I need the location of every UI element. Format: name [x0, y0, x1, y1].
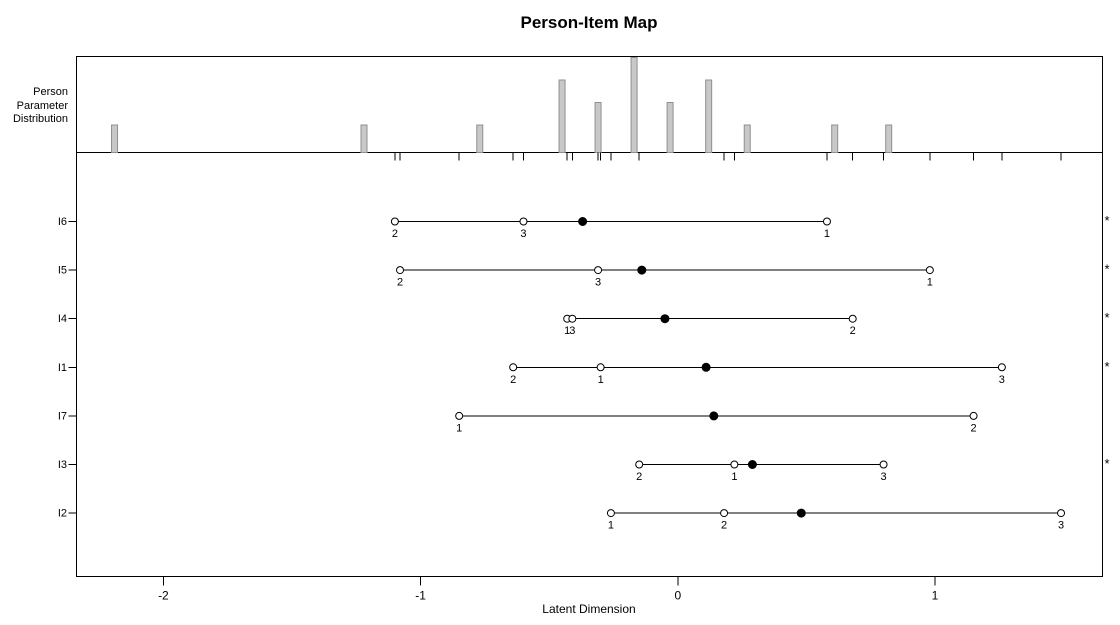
person-parameter-distribution-label: Person Parameter Distribution — [0, 86, 68, 127]
person-histogram-bar — [111, 124, 119, 153]
nonordinal-flag-asterisk: * — [1105, 456, 1110, 471]
item-label: I5 — [58, 265, 67, 277]
item-label: I1 — [58, 362, 67, 374]
category-label: 2 — [392, 228, 398, 240]
x-axis-label: Latent Dimension — [542, 602, 636, 616]
threshold-point — [390, 217, 399, 226]
threshold-point — [396, 266, 405, 275]
category-label: 1 — [564, 325, 570, 337]
category-label: 3 — [520, 228, 526, 240]
threshold-point — [848, 314, 857, 323]
category-label: 2 — [510, 374, 516, 386]
item-location-point — [637, 265, 647, 275]
nonordinal-flag-asterisk: * — [1105, 310, 1110, 325]
threshold-point — [509, 363, 518, 372]
person-histogram-bar — [476, 124, 484, 153]
person-histogram-bar — [630, 57, 638, 153]
pp-label-line3: Distribution — [12, 113, 68, 125]
x-tick-label: 0 — [674, 589, 681, 603]
category-label: 1 — [598, 374, 604, 386]
nonordinal-flag-asterisk: * — [1105, 262, 1110, 277]
person-histogram-bar — [360, 124, 368, 153]
pp-label-line1: Person — [33, 86, 68, 98]
threshold-point — [730, 460, 739, 469]
person-histogram-bar — [594, 102, 602, 153]
threshold-point — [594, 266, 603, 275]
category-label: 1 — [731, 471, 737, 483]
threshold-point — [925, 266, 934, 275]
item-label: I2 — [58, 508, 67, 520]
category-label: 2 — [636, 471, 642, 483]
item-location-point — [660, 314, 670, 324]
item-location-point — [701, 362, 711, 372]
person-histogram-bar — [558, 79, 566, 153]
x-tick-label: -1 — [415, 589, 426, 603]
person-histogram-bar — [885, 124, 893, 153]
person-histogram-bar — [666, 102, 674, 153]
item-location-point — [796, 508, 806, 518]
item-location-point — [709, 411, 719, 421]
threshold-point — [822, 217, 831, 226]
x-tick-label: 1 — [932, 589, 939, 603]
category-label: 2 — [397, 277, 403, 289]
threshold-point — [596, 363, 605, 372]
threshold-point — [997, 363, 1006, 372]
category-label: 2 — [850, 325, 856, 337]
threshold-point — [519, 217, 528, 226]
category-label: 3 — [1058, 520, 1064, 532]
category-label: 1 — [824, 228, 830, 240]
category-label: 3 — [880, 471, 886, 483]
item-location-point — [578, 217, 588, 226]
threshold-point — [606, 509, 615, 518]
threshold-point — [568, 314, 577, 323]
threshold-point — [1057, 509, 1066, 518]
plot-box — [76, 56, 1103, 577]
category-label: 1 — [456, 422, 462, 434]
category-label: 2 — [721, 520, 727, 532]
threshold-point — [969, 411, 978, 420]
pp-label-line2: Parameter — [16, 99, 68, 112]
category-label: 2 — [971, 422, 977, 434]
category-label: 1 — [608, 520, 614, 532]
category-label: 3 — [999, 374, 1005, 386]
person-histogram-bar — [743, 124, 751, 153]
category-label: 3 — [569, 325, 575, 337]
person-histogram-bar — [705, 79, 713, 153]
x-tick-label: -2 — [158, 589, 169, 603]
item-label: I7 — [58, 410, 67, 422]
threshold-point — [455, 411, 464, 420]
threshold-point — [635, 460, 644, 469]
item-label: I4 — [58, 313, 67, 325]
chart-title: Person-Item Map — [520, 13, 658, 32]
item-label: I3 — [58, 459, 67, 471]
item-label: I6 — [58, 216, 67, 228]
person-histogram-bar — [831, 124, 839, 153]
nonordinal-flag-asterisk: * — [1105, 213, 1110, 228]
item-location-point — [747, 460, 757, 469]
threshold-point — [879, 460, 888, 469]
category-label: 3 — [595, 277, 601, 289]
category-label: 1 — [927, 277, 933, 289]
threshold-point — [720, 509, 729, 518]
nonordinal-flag-asterisk: * — [1105, 359, 1110, 374]
